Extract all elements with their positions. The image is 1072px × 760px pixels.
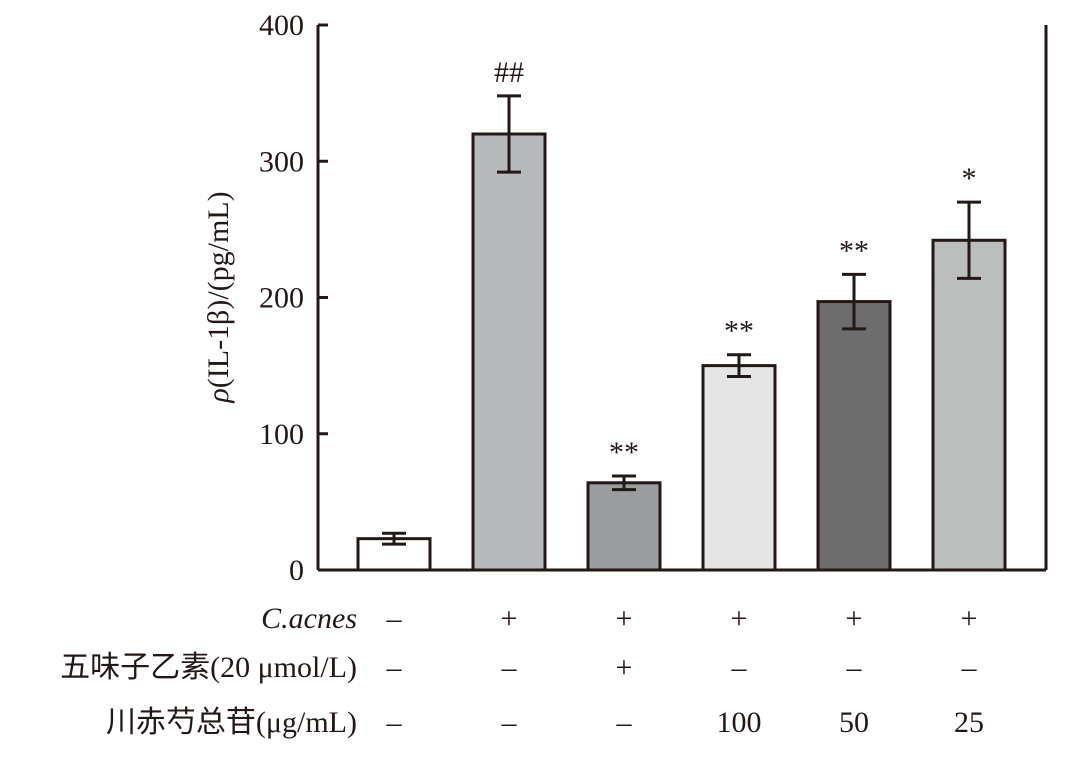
condition-value-row-2-col-5: – <box>846 651 863 684</box>
y-axis-label: ρ(IL-1β)/(pg/mL) <box>202 191 235 403</box>
conditions-table: C.acnes – + + + + +五味子乙素(20 μmol/L) – – + – – –川赤芍总苷… <box>60 602 984 739</box>
significance-marker-3: ** <box>609 436 639 469</box>
y-tick-label-200: 200 <box>259 282 304 315</box>
significance-marker-4: ** <box>724 315 754 348</box>
condition-value-row-3-col-1: – <box>386 706 403 739</box>
axes-layer: 0 100 200 300 400 <box>259 9 1048 587</box>
y-axis-label-text: (IL-1β)/(pg/mL) <box>202 191 235 388</box>
y-tick-label-100: 100 <box>259 418 304 451</box>
condition-value-row-1-col-4: + <box>731 602 748 635</box>
bar-6 <box>931 238 1007 572</box>
bar-2 <box>471 132 547 572</box>
bar-3 <box>586 481 662 572</box>
y-tick-label-0: 0 <box>289 554 304 587</box>
y-tick-label-400: 400 <box>259 9 304 42</box>
condition-value-row-2-col-4: – <box>731 651 748 684</box>
condition-value-row-1-col-1: – <box>386 602 403 635</box>
condition-value-row-3-col-6: 25 <box>954 706 984 739</box>
condition-value-row-3-col-2: – <box>501 706 518 739</box>
condition-value-row-3-col-3: – <box>616 706 633 739</box>
condition-label-row-2: 五味子乙素(20 μmol/L) <box>60 651 357 684</box>
bar-5 <box>816 300 892 572</box>
significance-marker-6: * <box>962 162 977 195</box>
condition-value-row-2-col-3: + <box>616 651 633 684</box>
y-axis-label-symbol: ρ <box>202 388 235 403</box>
condition-label-row-3: 川赤芍总苷(μg/mL) <box>106 706 357 739</box>
y-axis-label-layer: ρ(IL-1β)/(pg/mL) <box>202 191 235 403</box>
significance-marker-5: ** <box>839 234 869 267</box>
error-bars-layer <box>382 94 981 546</box>
condition-label-row-1: C.acnes <box>261 602 357 635</box>
condition-value-row-2-col-1: – <box>386 651 403 684</box>
condition-value-row-3-col-4: 100 <box>717 706 762 739</box>
significance-layer: ##******* <box>494 56 977 469</box>
condition-value-row-1-col-5: + <box>846 602 863 635</box>
condition-value-row-2-col-6: – <box>961 651 978 684</box>
significance-marker-2: ## <box>494 56 524 89</box>
condition-value-row-1-col-6: + <box>961 602 978 635</box>
y-tick-label-300: 300 <box>259 145 304 178</box>
condition-value-row-2-col-2: – <box>501 651 518 684</box>
condition-value-row-3-col-5: 50 <box>839 706 869 739</box>
bar-4 <box>701 364 777 572</box>
condition-value-row-1-col-2: + <box>501 602 518 635</box>
bars-layer <box>356 132 1007 572</box>
condition-value-row-1-col-3: + <box>616 602 633 635</box>
